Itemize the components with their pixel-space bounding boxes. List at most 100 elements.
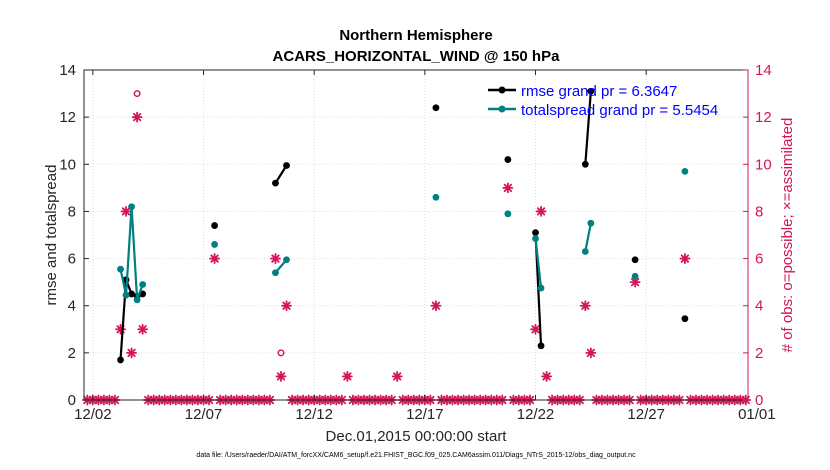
obs-assimilated-marker: [275, 371, 287, 382]
totalspread-point: [581, 248, 589, 255]
obs-assimilated-stroke: [431, 301, 441, 310]
legend-entry-rmse: rmse grand pr = 6.3647: [521, 83, 677, 100]
legend-entry-totalspread: totalspread grand pr = 5.5454: [521, 102, 718, 119]
totalspread-point: [272, 269, 279, 277]
y2-tick-label: 0: [755, 392, 763, 409]
totalspread-point: [681, 167, 689, 175]
totalspread-line-segment: [534, 238, 543, 289]
rmse-point: [128, 290, 135, 298]
obs-assimilated-stroke: [630, 278, 640, 287]
x-tick-label: 12/17: [406, 406, 444, 423]
rmse-point: [532, 229, 539, 237]
obs-assimilated-marker: [679, 253, 691, 264]
obs-assimilated-marker: [530, 323, 541, 335]
rmse-line-segment: [274, 164, 288, 184]
x-tick-label: 12/02: [74, 406, 112, 423]
obs-assimilated-stroke: [127, 348, 136, 357]
rmse-point: [631, 256, 639, 264]
y2-tick-label: 14: [755, 62, 772, 79]
obs-assimilated-marker: [430, 300, 442, 312]
y2-tick-label: 2: [755, 345, 763, 362]
rmse-line-segment: [584, 91, 592, 165]
obs-assimilated-marker: [126, 347, 137, 359]
obs-assimilated-stroke: [138, 325, 147, 334]
rmse-point: [283, 162, 290, 169]
chart-title-line-2: ACARS_HORIZONTAL_WIND @ 150 hPa: [273, 48, 561, 65]
obs-assimilated-stroke: [121, 207, 131, 216]
totalspread-point: [133, 296, 141, 304]
x-tick-label: 01/01: [738, 406, 776, 423]
rmse-point: [581, 160, 589, 168]
axis-layer: 12/02 12/07 12/12 12/17 12/22 12/27 01/0102468…: [59, 62, 775, 423]
x-tick-label: 12/27: [627, 406, 665, 423]
obs-assimilated-marker: [391, 371, 403, 382]
y2-tick-label: 4: [755, 298, 763, 315]
obs-assimilated-marker: [541, 371, 552, 382]
y2-axis-label: # of obs: o=possible; ×=assimilated: [779, 118, 796, 353]
totalspread-point: [139, 281, 147, 288]
y-axis-label: rmse and totalspread: [43, 165, 60, 306]
chart-title-line-1: Northern Hemisphere: [339, 27, 492, 44]
obs-assimilated-stroke: [132, 113, 142, 122]
data-file-footnote: data file: /Users/raeder/DAI/ATM_forcXX/…: [196, 452, 636, 459]
totalspread-point: [532, 235, 539, 242]
obs-assimilated-marker: [579, 300, 591, 312]
obs-assimilated-stroke: [542, 372, 551, 381]
totalspread-line-segment: [584, 223, 592, 252]
obs-assimilated-marker: [270, 253, 281, 264]
rmse-point: [272, 179, 279, 187]
rmse-point: [681, 315, 689, 323]
y2-tick-label: 6: [755, 251, 763, 268]
obs-assimilated-marker: [137, 323, 149, 335]
rmse-point: [117, 356, 124, 364]
rmse-point: [587, 87, 595, 95]
totalspread-point: [117, 265, 124, 273]
obs-assimilated-marker: [209, 253, 220, 264]
obs-assimilated-marker: [131, 111, 143, 123]
y-tick-label: 6: [68, 251, 76, 268]
obs-assimilated-marker: [502, 182, 514, 194]
totalspread-point: [122, 291, 130, 299]
x-axis-label: Dec.01,2015 00:00:00 start: [326, 428, 508, 445]
totalspread-point: [432, 193, 440, 201]
totalspread-point: [211, 241, 218, 248]
obs-assimilated-marker: [585, 347, 597, 359]
obs-assimilated-stroke: [503, 183, 512, 192]
obs-assimilated-marker: [535, 206, 547, 217]
obs-assimilated-marker: [341, 371, 353, 382]
obs-possible-marker: [133, 90, 141, 98]
legend-marker-rmse: [498, 86, 506, 94]
legend-marker-totalspread: [498, 105, 506, 113]
y2-tick-label: 8: [755, 203, 763, 220]
obs-assimilated-stroke: [581, 301, 590, 310]
obs-assimilated-stroke: [393, 372, 402, 381]
x-tick-label: 12/07: [185, 406, 223, 423]
y-tick-label: 10: [59, 156, 76, 173]
x-tick-label: 12/22: [517, 406, 555, 423]
y-tick-label: 2: [68, 345, 76, 362]
x-tick-label: 12/12: [295, 406, 333, 423]
obs-assimilated-stroke: [680, 254, 690, 263]
rmse-point: [432, 104, 440, 112]
rmse-point: [211, 222, 218, 229]
obs-assimilated-marker: [120, 206, 132, 217]
legend: rmse grand pr = 6.3647 totalspread grand…: [488, 83, 718, 119]
obs-assimilated-stroke: [343, 372, 352, 381]
totalspread-point: [631, 272, 639, 280]
y-tick-label: 12: [59, 109, 76, 126]
y-tick-label: 4: [68, 298, 76, 315]
obs-assimilated-stroke: [531, 325, 540, 334]
obs-assimilated-stroke: [586, 348, 595, 357]
y-tick-label: 0: [68, 392, 76, 409]
obs-assimilated-stroke: [271, 254, 280, 263]
obs-assimilated-stroke: [536, 207, 546, 216]
totalspread-point: [587, 219, 595, 227]
y2-tick-label: 12: [755, 109, 772, 126]
y-tick-label: 14: [59, 62, 76, 79]
obs-possible-marker: [277, 349, 285, 357]
y2-tick-label: 10: [755, 156, 772, 173]
y-tick-label: 8: [68, 203, 76, 220]
obs-assimilated-stroke: [210, 254, 219, 263]
